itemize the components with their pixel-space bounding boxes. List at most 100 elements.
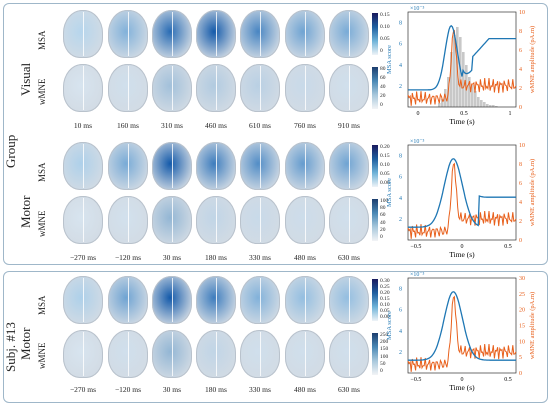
exponent-label: ×10⁻³	[410, 139, 425, 145]
time-label: 160 ms	[117, 121, 139, 130]
left-ytick: 8	[399, 154, 402, 160]
histogram-bar	[480, 100, 483, 107]
left-ytick: 2	[399, 84, 402, 90]
msa-brain-map	[240, 10, 280, 58]
time-label: 180 ms	[205, 253, 227, 262]
histogram-bar	[468, 77, 471, 107]
wmne-brain-map	[152, 330, 192, 378]
wmne-brain-map	[329, 330, 369, 378]
msa-brain-map	[152, 142, 192, 190]
xtick: 0.5	[460, 111, 468, 117]
wmne-trace	[407, 162, 517, 239]
time-label: −270 ms	[69, 253, 97, 262]
midline	[305, 11, 306, 57]
midline	[216, 331, 217, 377]
histogram-bar	[489, 105, 492, 107]
left-ytick: 4	[399, 196, 402, 202]
midline	[349, 197, 350, 243]
time-label: 480 ms	[294, 385, 316, 394]
time-label: 610 ms	[249, 121, 271, 130]
time-label: 330 ms	[249, 253, 271, 262]
right-ylabel: wMNE amplitude (pA.m)	[529, 26, 536, 93]
midline	[349, 277, 350, 323]
colorbar-tick: 0	[380, 102, 383, 108]
midline	[83, 197, 84, 243]
wmne-brain-map	[285, 64, 325, 112]
colorbar-tick: 0.15	[380, 12, 390, 18]
midline	[172, 65, 173, 111]
midline	[172, 331, 173, 377]
colorbar-tick: 0.20	[380, 290, 390, 296]
colorbar-tick: 0.05	[380, 308, 390, 314]
colorbar-tick: 50	[380, 360, 386, 367]
right-ytick: 20	[519, 308, 525, 314]
wmne-brain-map	[240, 64, 280, 112]
right-ytick: 6	[519, 48, 522, 54]
msa-brain-map	[240, 276, 280, 324]
xtick: 0	[461, 377, 464, 383]
histogram-bar	[495, 106, 498, 107]
colorbar-tick: 0.25	[380, 284, 390, 290]
msa-brain-map	[285, 276, 325, 324]
time-label: 30 ms	[162, 385, 182, 394]
right-ytick: 6	[519, 181, 522, 187]
midline	[260, 331, 261, 377]
msa-brain-map	[196, 10, 236, 58]
midline	[216, 65, 217, 111]
histogram-bar	[462, 52, 465, 107]
exponent-label: ×10⁻³	[410, 6, 425, 12]
msa-brain-map	[152, 10, 192, 58]
left-ytick: 2	[399, 217, 402, 223]
msa-brain-map	[108, 10, 148, 58]
wmne-brain-map	[196, 196, 236, 244]
msa-colorbar	[372, 279, 378, 321]
right-ytick: 10	[519, 339, 525, 345]
time-label: 180 ms	[205, 385, 227, 394]
wmne-brain-map	[108, 64, 148, 112]
right-ytick: 10	[519, 143, 525, 149]
wmne-brain-map	[63, 64, 103, 112]
msa-brain-map	[63, 276, 103, 324]
colorbar-tick: 0	[380, 234, 383, 240]
time-label: 760 ms	[294, 121, 316, 130]
histogram-bar	[441, 99, 444, 107]
midline	[128, 197, 129, 243]
wmne-brain-map	[152, 64, 192, 112]
midline	[172, 197, 173, 243]
msa-brain-map	[329, 10, 369, 58]
histogram-bar	[474, 91, 477, 107]
histogram-bar	[492, 105, 495, 107]
colorbar-tick: 0.15	[380, 296, 390, 302]
right-ytick: 8	[519, 162, 522, 168]
colorbar-tick: 100	[380, 198, 389, 204]
right-ytick: 25	[519, 292, 525, 298]
midline	[216, 143, 217, 189]
wmne-brain-map	[329, 196, 369, 244]
colorbar-tick: 40	[380, 219, 386, 226]
right-ytick: 4	[519, 200, 522, 206]
wmne-trace	[407, 295, 517, 372]
midline	[83, 11, 84, 57]
xlabel: Time (s)	[449, 250, 475, 259]
midline	[128, 331, 129, 377]
histogram-bar	[450, 52, 453, 107]
colorbar-tick: 0.20	[380, 144, 390, 150]
wmne-brain-map	[285, 196, 325, 244]
time-label: 460 ms	[205, 121, 227, 130]
midline	[128, 65, 129, 111]
msa-brain-map	[285, 10, 325, 58]
msa-brain-map	[240, 142, 280, 190]
right-ylabel: wMNE amplitude (pA.m)	[529, 292, 536, 359]
colorbar-tick: 200	[380, 339, 389, 346]
midline	[305, 331, 306, 377]
colorbar-tick: 20	[380, 93, 386, 99]
midline	[349, 143, 350, 189]
xtick: 1	[509, 111, 512, 117]
right-ytick: 2	[519, 86, 522, 92]
time-label: 330 ms	[249, 385, 271, 394]
right-ytick: 0	[519, 371, 522, 377]
wmne-brain-map	[285, 330, 325, 378]
right-ytick: 30	[519, 276, 525, 282]
left-ytick: 6	[399, 308, 402, 314]
colorbar-tick: 40	[380, 84, 386, 90]
